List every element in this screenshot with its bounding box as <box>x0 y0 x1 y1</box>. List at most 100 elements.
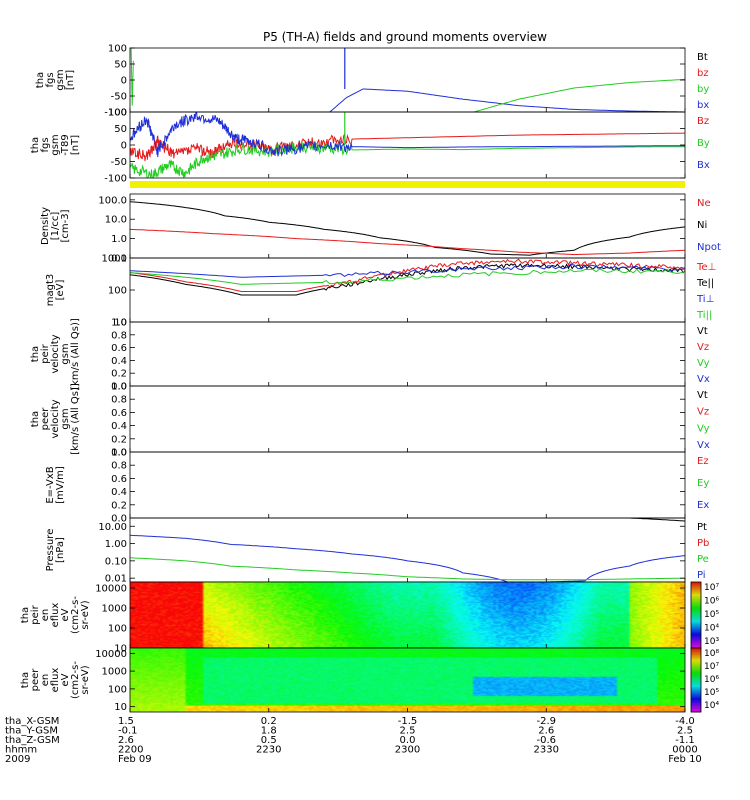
y-tick-label: 0.2 <box>111 500 127 511</box>
y-axis-label: tha <box>30 411 41 427</box>
y-axis-label: (cm2-s- <box>70 661 81 699</box>
series-line-by <box>473 78 685 112</box>
y-tick-label: 1000 <box>102 254 127 265</box>
x-axis-value: -1.5 <box>398 716 418 727</box>
y-tick-label: 100 <box>108 108 127 119</box>
y-axis-label: [km/s (All Qs)] <box>70 383 81 455</box>
y-tick-label: 1.0 <box>111 318 127 329</box>
y-tick-label: 50 <box>114 60 127 71</box>
y-tick-label: 0.0 <box>111 382 127 393</box>
y-tick-label: 0.8 <box>111 330 127 341</box>
y-tick-label: 10.00 <box>98 522 127 533</box>
colorbar-cell <box>691 636 701 639</box>
legend-entry-Ne: Ne <box>697 198 711 209</box>
y-axis-label: [nT] <box>70 135 81 155</box>
colorbar-cell <box>691 611 701 614</box>
x-axis-value: 1.8 <box>261 726 277 737</box>
legend-entry-Npot: Npot <box>697 242 721 253</box>
legend-entry-by: by <box>697 84 709 95</box>
colorbar-cell <box>691 652 701 655</box>
legend-entry-Vy: Vy <box>697 423 710 434</box>
legend-entry-Pt: Pt <box>697 522 707 533</box>
y-tick-label: 1000 <box>102 667 127 678</box>
panel-peer-velocity: 1.0 0.8 0.6 0.4 0.2 0.0 tha peer velocity gsm [km/… <box>30 382 710 459</box>
y-tick-label: 0.6 <box>111 408 127 419</box>
colorbar-cell <box>691 683 701 686</box>
colorbar-cell <box>691 595 701 598</box>
colorbar-cell <box>691 613 701 616</box>
x-axis-value: -2.9 <box>536 716 556 727</box>
x-axis-row-label: tha_Y-GSM <box>5 726 58 737</box>
x-axis-value: Feb 10 <box>668 754 702 765</box>
panel-peer-eflux: 10⁸ 10⁷ 10⁶ 10⁵ 10⁴ 10000 1000 100 10 tha peer en ef… <box>20 647 719 713</box>
colorbar-frame <box>690 647 702 713</box>
x-axis-labels: tha_X-GSMtha_Y-GSMtha_Z-GSMhhmm20091.5-0… <box>5 716 702 765</box>
y-axis-label: Density <box>40 207 51 245</box>
x-axis-value: 2.5 <box>677 726 693 737</box>
y-tick-label: 0.4 <box>111 487 127 498</box>
y-axis-label: gsm <box>50 134 61 155</box>
legend-entry-Vz: Vz <box>697 342 709 353</box>
colorbar-cell <box>691 692 701 695</box>
colorbar-cell <box>691 676 701 679</box>
colorbar-tick-label: 10⁷ <box>704 583 719 593</box>
panel-frame <box>129 47 686 113</box>
y-axis-label: E=-VxB <box>45 466 56 503</box>
y-axis-label: gsm <box>60 408 71 429</box>
legend-entry-Bz: Bz <box>697 116 709 127</box>
y-tick-label: 10 <box>114 702 127 713</box>
colorbar-cell <box>691 686 701 689</box>
y-tick-label: -50 <box>111 157 127 168</box>
panel-density: 100.0 10.0 1.0 0.1 Density [1/cc] [cm-3] Ne Ni Np… <box>40 193 721 265</box>
y-axis-label: velocity <box>50 399 61 438</box>
spectrogram-image <box>130 648 685 712</box>
colorbar-cell <box>691 707 701 710</box>
x-axis-value: -0.1 <box>118 726 138 737</box>
colorbar-tick-label: 10⁵ <box>704 610 719 620</box>
y-tick-label: 0.01 <box>105 574 127 585</box>
colorbar-cell <box>691 610 701 613</box>
x-axis-value: -4.0 <box>675 716 695 727</box>
colorbar-cell <box>691 615 701 618</box>
y-axis-label: eV <box>60 608 71 621</box>
panel-frame <box>129 321 686 387</box>
colorbar-cell <box>691 705 701 708</box>
colorbar-cell <box>691 649 701 652</box>
legend-entry-Ex: Ex <box>697 500 709 511</box>
legend-entry-Vz: Vz <box>697 407 709 418</box>
y-axis-label: sr-eV) <box>80 600 91 629</box>
x-axis-value: 0.2 <box>261 716 277 727</box>
y-tick-label: 0.8 <box>111 461 127 472</box>
colorbar-cell <box>691 667 701 670</box>
legend-entry-Pe: Pe <box>697 554 709 565</box>
panel-frame <box>129 193 686 259</box>
series-line-bx <box>130 88 685 112</box>
y-tick-label: 100.0 <box>98 195 127 206</box>
legend-entry-Bt: Bt <box>697 52 708 63</box>
series-line-Ti|| <box>130 268 685 285</box>
colorbar-cell <box>691 654 701 657</box>
colorbar-cell <box>691 704 701 707</box>
colorbar-cell <box>691 665 701 668</box>
x-axis-value: 0.0 <box>400 735 416 746</box>
colorbar-cell <box>691 644 701 647</box>
colorbar-cell <box>691 631 701 634</box>
colorbar-cell <box>691 585 701 588</box>
colorbar-cell <box>691 662 701 665</box>
y-tick-label: 0.2 <box>111 369 127 380</box>
x-axis-row-label: 2009 <box>5 754 30 765</box>
colorbar-cell <box>691 664 701 667</box>
x-axis-value: 0.5 <box>261 735 277 746</box>
y-tick-label: 0.4 <box>111 421 127 432</box>
panel-temperature: 1000 100 10 magt3 [eV] Te⊥ Te|| Ti⊥ Ti|| <box>45 254 716 329</box>
series-line-Pe <box>130 557 685 581</box>
spectrogram-image <box>130 582 685 648</box>
y-axis-label: eflux <box>50 603 61 628</box>
colorbar-cell <box>691 689 701 692</box>
y-axis-label: fgs <box>45 72 56 87</box>
y-tick-label: 0 <box>121 141 127 152</box>
colorbar-cell <box>691 619 701 623</box>
colorbar-cell <box>691 656 701 659</box>
y-tick-label: 0.6 <box>111 474 127 485</box>
